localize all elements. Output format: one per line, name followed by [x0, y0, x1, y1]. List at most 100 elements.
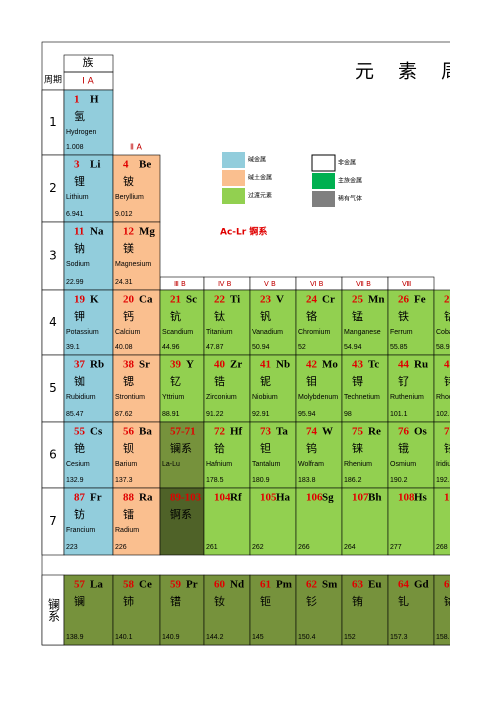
element-symbol: Ru	[414, 359, 428, 371]
english-name: Cesium	[66, 461, 90, 468]
english-name: Niobium	[252, 394, 278, 401]
lanthanide-label: 镧系	[47, 597, 61, 622]
element-symbol: Ba	[139, 426, 152, 438]
legend-label: 稀有气体	[338, 195, 362, 203]
atomic-mass: 261	[206, 544, 218, 551]
atomic-number: 109	[444, 492, 461, 504]
atomic-number: 107	[352, 492, 369, 504]
atomic-number: 61	[260, 579, 271, 591]
atomic-mass: 88.91	[162, 411, 180, 418]
element-cell	[249, 574, 297, 646]
element-cell	[112, 221, 161, 291]
element-cell	[387, 487, 435, 556]
legend-swatch	[312, 191, 335, 207]
element-cell	[387, 354, 435, 423]
element-name: 铍	[123, 175, 134, 188]
atomic-mass: 157.3	[390, 634, 408, 641]
english-name: Hydrogen	[66, 129, 96, 136]
element-name: 锂	[74, 174, 85, 188]
atomic-number: 19	[74, 294, 86, 306]
atomic-number: 38	[123, 359, 135, 371]
english-name: Cobalt	[436, 329, 456, 336]
element-name: 镭	[123, 507, 134, 521]
atomic-mass: 6.941	[66, 211, 84, 218]
element-cell	[63, 289, 114, 356]
element-cell	[249, 289, 297, 356]
atomic-mass: 9.012	[115, 211, 133, 218]
element-cell	[112, 574, 161, 646]
atomic-mass: 223	[66, 544, 78, 551]
element-symbol: Rf	[230, 492, 242, 504]
atomic-number: 40	[214, 359, 226, 371]
element-name: 锇	[398, 441, 409, 455]
element-name: 钾	[74, 309, 85, 323]
element-cell	[203, 421, 251, 489]
element-name: 钼	[306, 374, 317, 388]
english-name: Osmium	[390, 461, 416, 468]
atomic-mass: 140.1	[115, 634, 133, 641]
element-symbol: Eu	[368, 579, 381, 591]
atomic-number: 106	[306, 492, 323, 504]
english-name: Hafnium	[206, 461, 232, 468]
english-name: Molybdenum	[298, 394, 338, 401]
element-name: 钫	[74, 507, 85, 521]
element-cell	[341, 421, 389, 489]
english-name: Strontium	[115, 394, 145, 401]
element-name: 镁	[123, 241, 134, 255]
element-name: 铁	[398, 310, 409, 323]
atomic-mass: 95.94	[298, 411, 316, 418]
atomic-number: 59	[170, 579, 182, 591]
english-name: Beryllium	[115, 194, 144, 201]
atomic-number: 39	[170, 359, 182, 371]
atomic-mass: 22.99	[66, 279, 84, 286]
element-name: 铼	[352, 441, 363, 455]
atomic-mass: 58.93	[436, 344, 454, 351]
element-name: 钐	[306, 594, 317, 608]
element-symbol: Sg	[322, 492, 334, 504]
element-symbol: Nd	[230, 579, 244, 591]
legend-swatch	[222, 188, 245, 204]
element-name: 氢	[74, 109, 85, 123]
legend-swatch	[312, 173, 335, 189]
period-number: 4	[49, 315, 57, 329]
atomic-mass: 85.47	[66, 411, 84, 418]
element-cell	[63, 574, 114, 646]
element-cell	[112, 487, 161, 556]
period-number: 7	[49, 514, 57, 528]
group-header-label: Ⅷ	[402, 280, 411, 288]
element-cell	[433, 574, 450, 646]
atomic-mass: 55.85	[390, 344, 408, 351]
element-symbol: Li	[90, 159, 100, 171]
legend-label: 碱土金属	[248, 174, 272, 182]
atomic-mass: 50.94	[252, 344, 270, 351]
element-name: 铪	[214, 441, 225, 455]
element-name: 钆	[398, 595, 409, 608]
element-cell	[433, 487, 450, 556]
atomic-number: 24	[306, 294, 318, 306]
element-name: 钠	[74, 241, 85, 255]
element-symbol: Pm	[276, 579, 292, 591]
element-symbol: Co	[460, 294, 474, 306]
element-cell	[203, 354, 251, 423]
element-name: 镧	[74, 595, 85, 608]
english-name: Calcium	[115, 329, 140, 336]
atomic-number: 57-71	[170, 426, 196, 438]
atomic-mass: 178.5	[206, 477, 224, 484]
element-name: 铽	[444, 594, 455, 608]
element-symbol: Sc	[186, 294, 197, 306]
legend-swatch	[311, 154, 336, 172]
element-symbol: Mg	[139, 226, 155, 238]
english-name: Iridium	[436, 461, 457, 468]
element-name: 钨	[306, 442, 317, 455]
group-header-label: Ⅳ B	[218, 280, 232, 288]
element-cell	[433, 421, 450, 489]
table: 周期 族 Ⅰ A Ⅱ A 元 素 周 期 Ac-Lr 锕系 Ⅲ B Ⅳ B Ⅴ B Ⅵ…	[41, 41, 474, 646]
atomic-number: 76	[398, 426, 410, 438]
element-cell	[63, 221, 114, 291]
atomic-number: 11	[74, 226, 84, 238]
english-name: Zirconium	[206, 394, 237, 401]
atomic-number: 41	[260, 359, 271, 371]
element-name: 锶	[123, 374, 134, 388]
atomic-mass: 91.22	[206, 411, 224, 418]
english-name: Sodium	[66, 261, 90, 268]
